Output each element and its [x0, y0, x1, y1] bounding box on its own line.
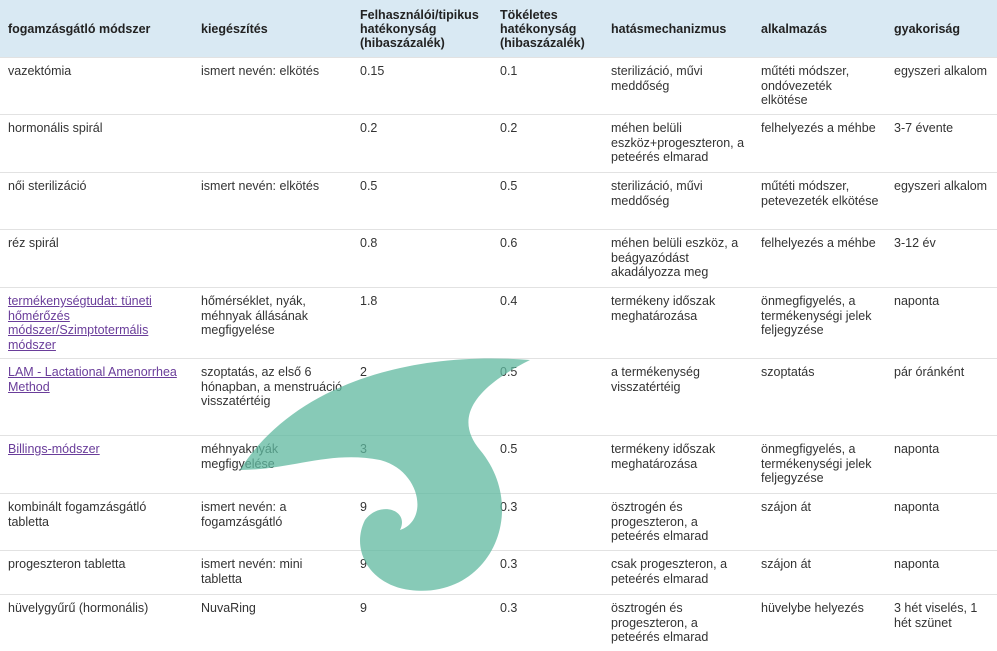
table-cell: 3-7 évente	[886, 114, 997, 173]
table-cell: 0.5	[352, 172, 492, 230]
table-cell: pár óránként	[886, 358, 997, 436]
column-header[interactable]: hatásmechanizmus	[603, 0, 753, 58]
table-cell: 3	[352, 435, 492, 494]
table-cell: műtéti módszer, petevezeték elkötése	[753, 172, 886, 230]
method-link[interactable]: termékenységtudat: tüneti hőmérőzés móds…	[8, 294, 152, 352]
table-cell: szoptatás	[753, 358, 886, 436]
table-cell: 9	[352, 493, 492, 551]
table-cell: termékeny időszak meghatározása	[603, 435, 753, 494]
table-cell: ösztrogén és progeszteron, a peteérés el…	[603, 493, 753, 551]
table-row: réz spirál 0.8 0.6 méhen belüli eszköz, a b…	[0, 229, 997, 288]
table-cell: 0.2	[492, 114, 603, 173]
column-header[interactable]: gyakoriság	[886, 0, 997, 58]
table-cell: hüvelybe helyezés	[753, 594, 886, 651]
table-cell: 9	[352, 550, 492, 595]
column-header[interactable]: Tökéletes hatékonyság (hibaszázalék)	[492, 0, 603, 58]
table-cell: termékeny időszak meghatározása	[603, 287, 753, 359]
table-cell: 3-12 év	[886, 229, 997, 288]
table-cell: méhnyaknyák megfigyelése	[193, 435, 352, 494]
table-cell: 9	[352, 594, 492, 651]
table-cell: naponta	[886, 493, 997, 551]
table-cell: hormonális spirál	[0, 114, 193, 173]
table-cell: szájon át	[753, 493, 886, 551]
table-cell: 0.6	[492, 229, 603, 288]
table-cell: naponta	[886, 287, 997, 359]
table-cell: kombinált fogamzásgátló tabletta	[0, 493, 193, 551]
table-cell: 0.5	[492, 435, 603, 494]
table-row: hormonális spirál 0.2 0.2 méhen belüli eszk…	[0, 114, 997, 173]
table-row: női sterilizáció ismert nevén: elkötés 0.5…	[0, 172, 997, 230]
table-cell: 0.3	[492, 594, 603, 651]
table-cell: naponta	[886, 550, 997, 595]
table-cell: progeszteron tabletta	[0, 550, 193, 595]
table-cell: 2	[352, 358, 492, 436]
table-cell: LAM - Lactational Amenorrhea Method	[0, 358, 193, 436]
table-cell: 0.8	[352, 229, 492, 288]
table-cell: 0.1	[492, 57, 603, 115]
table-cell: 0.5	[492, 358, 603, 436]
column-header[interactable]: fogamzásgátló módszer	[0, 0, 193, 58]
column-header[interactable]: kiegészítés	[193, 0, 352, 58]
method-link[interactable]: Billings-módszer	[8, 442, 100, 456]
table-row: Billings-módszer méhnyaknyák megfigyelése…	[0, 435, 997, 494]
table-row: kombinált fogamzásgátló tabletta ismert n…	[0, 493, 997, 551]
table-cell: önmegfigyelés, a termékenységi jelek fel…	[753, 435, 886, 494]
table-cell: 0.15	[352, 57, 492, 115]
table-cell: műtéti módszer, ondóvezeték elkötése	[753, 57, 886, 115]
table-cell: 0.3	[492, 493, 603, 551]
table-cell	[193, 229, 352, 288]
table-row: vazektómia ismert nevén: elkötés 0.15 0.1 st…	[0, 57, 997, 115]
table-cell: Billings-módszer	[0, 435, 193, 494]
table-cell: egyszeri alkalom	[886, 57, 997, 115]
table-cell: 3 hét viselés, 1 hét szünet	[886, 594, 997, 651]
header-row: fogamzásgátló módszer kiegészítés Felhaszn…	[0, 0, 997, 58]
table-cell: hőmérséklet, nyák, méhnyak állásának meg…	[193, 287, 352, 359]
table-cell: vazektómia	[0, 57, 193, 115]
table-cell: sterilizáció, művi meddőség	[603, 57, 753, 115]
table-cell: NuvaRing	[193, 594, 352, 651]
table-cell: szájon át	[753, 550, 886, 595]
table-row: hüvelygyűrű (hormonális) NuvaRing 9 0.3 öszt…	[0, 594, 997, 651]
table-row: LAM - Lactational Amenorrhea Method szopt…	[0, 358, 997, 436]
table-cell: méhen belüli eszköz+progeszteron, a pete…	[603, 114, 753, 173]
column-header[interactable]: alkalmazás	[753, 0, 886, 58]
table-cell: 0.5	[492, 172, 603, 230]
table-cell: 0.3	[492, 550, 603, 595]
table-cell: réz spirál	[0, 229, 193, 288]
table-cell: női sterilizáció	[0, 172, 193, 230]
table-cell: csak progeszteron, a peteérés elmarad	[603, 550, 753, 595]
table-cell: sterilizáció, művi meddőség	[603, 172, 753, 230]
table-cell: ismert nevén: a fogamzásgátló	[193, 493, 352, 551]
table-cell: ösztrogén és progeszteron, a peteérés el…	[603, 594, 753, 651]
table-cell: ismert nevén: elkötés	[193, 172, 352, 230]
method-link[interactable]: LAM - Lactational Amenorrhea Method	[8, 365, 177, 394]
table-cell: ismert nevén: elkötés	[193, 57, 352, 115]
table-cell: hüvelygyűrű (hormonális)	[0, 594, 193, 651]
table-cell: méhen belüli eszköz, a beágyazódást akad…	[603, 229, 753, 288]
table-cell: önmegfigyelés, a termékenységi jelek fel…	[753, 287, 886, 359]
table-cell: termékenységtudat: tüneti hőmérőzés móds…	[0, 287, 193, 359]
table-cell: 1.8	[352, 287, 492, 359]
column-header[interactable]: Felhasználói/tipikus hatékonyság (hibasz…	[352, 0, 492, 58]
table-cell	[193, 114, 352, 173]
table-cell: felhelyezés a méhbe	[753, 229, 886, 288]
table-cell: egyszeri alkalom	[886, 172, 997, 230]
table-row: termékenységtudat: tüneti hőmérőzés móds…	[0, 287, 997, 359]
table-cell: a termékenység visszatértéig	[603, 358, 753, 436]
table-cell: felhelyezés a méhbe	[753, 114, 886, 173]
table-cell: 0.4	[492, 287, 603, 359]
table-cell: naponta	[886, 435, 997, 494]
table-cell: ismert nevén: mini tabletta	[193, 550, 352, 595]
table-cell: szoptatás, az első 6 hónapban, a menstru…	[193, 358, 352, 436]
table-row: progeszteron tabletta ismert nevén: mini …	[0, 550, 997, 595]
table-cell: 0.2	[352, 114, 492, 173]
